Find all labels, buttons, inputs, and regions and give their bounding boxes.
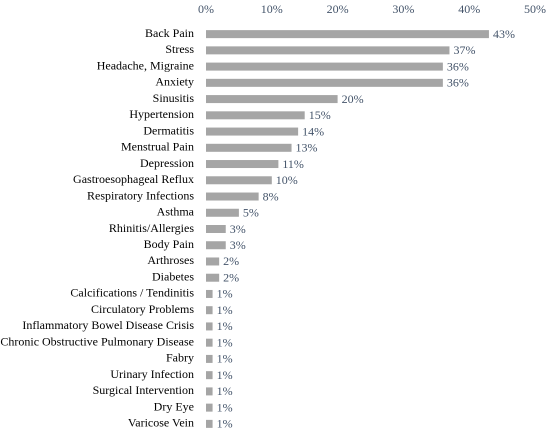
value-label: 15% — [309, 108, 331, 122]
y-tick-label: Surgical Intervention — [93, 383, 194, 397]
value-label: 20% — [342, 92, 364, 106]
value-label: 11% — [282, 157, 304, 171]
bar — [206, 62, 443, 71]
y-tick-label: Back Pain — [145, 26, 194, 40]
bar — [206, 273, 220, 282]
y-tick-label: Inflammatory Bowel Disease Crisis — [22, 318, 194, 332]
y-tick-label: Respiratory Infections — [87, 188, 194, 202]
bar — [206, 176, 272, 185]
x-tick-label: 0% — [198, 2, 214, 16]
bar — [206, 354, 213, 363]
x-tick-label: 30% — [392, 2, 414, 16]
y-tick-label: Asthma — [157, 205, 195, 219]
y-tick-label: Calcifications / Tendinitis — [70, 286, 194, 300]
bar — [206, 338, 213, 347]
value-label: 37% — [453, 43, 475, 57]
bar — [206, 225, 226, 233]
bar — [206, 289, 213, 298]
y-tick-label: Circulatory Problems — [91, 302, 194, 316]
bar — [206, 241, 226, 250]
bar — [206, 78, 443, 87]
value-label: 5% — [243, 206, 259, 220]
bar — [206, 371, 213, 380]
value-label: 14% — [302, 124, 324, 138]
value-label: 1% — [217, 417, 233, 431]
bar — [206, 192, 259, 201]
value-label: 10% — [276, 173, 298, 187]
bar — [206, 403, 213, 412]
y-tick-label: Arthroses — [147, 253, 194, 267]
y-tick-label: Stress — [165, 42, 194, 56]
y-tick-label: Dermatitis — [143, 123, 194, 137]
value-label: 13% — [296, 141, 318, 155]
bar — [206, 30, 489, 39]
value-label: 1% — [217, 335, 233, 349]
x-tick-label: 10% — [261, 2, 283, 16]
y-tick-label: Hypertension — [129, 107, 194, 121]
value-label: 1% — [217, 400, 233, 414]
y-tick-label: Sinusitis — [153, 91, 195, 105]
bar — [206, 46, 450, 55]
x-tick-label: 20% — [327, 2, 349, 16]
bar — [206, 322, 213, 331]
value-label: 1% — [217, 319, 233, 333]
x-tick-label: 40% — [458, 2, 480, 16]
y-tick-label: Diabetes — [152, 269, 194, 283]
bar — [206, 160, 279, 169]
y-tick-label: Anxiety — [155, 75, 194, 89]
y-tick-label: Body Pain — [144, 237, 194, 251]
value-label: 36% — [447, 59, 469, 73]
value-label: 43% — [493, 27, 515, 41]
bar — [206, 208, 239, 217]
y-tick-label: Menstrual Pain — [121, 140, 194, 154]
bar — [206, 387, 213, 396]
value-label: 2% — [223, 254, 239, 268]
bar — [206, 111, 305, 120]
y-tick-label: Varicose Vein — [128, 416, 194, 430]
bar — [206, 257, 220, 266]
value-label: 8% — [263, 189, 279, 203]
y-tick-label: Gastroesophageal Reflux — [73, 172, 194, 186]
y-tick-label: Headache, Migraine — [97, 58, 194, 72]
y-tick-label: Rhinitis/Allergies — [109, 221, 194, 235]
value-label: 1% — [217, 384, 233, 398]
bar — [206, 419, 213, 428]
y-tick-label: Chronic Obstructive Pulmonary Disease — [0, 334, 194, 348]
x-tick-label: 50% — [524, 2, 546, 16]
y-tick-label: Urinary Infection — [110, 367, 194, 381]
y-tick-label: Fabry — [166, 351, 194, 365]
bar — [206, 127, 299, 136]
value-label: 1% — [217, 352, 233, 366]
bar — [206, 95, 338, 104]
value-label: 1% — [217, 303, 233, 317]
y-tick-label: Depression — [140, 156, 194, 170]
y-tick-label: Dry Eye — [154, 399, 194, 413]
value-label: 3% — [230, 222, 246, 236]
bar — [206, 143, 292, 152]
value-label: 36% — [447, 76, 469, 90]
value-label: 2% — [223, 270, 239, 284]
value-label: 1% — [217, 287, 233, 301]
value-label: 1% — [217, 368, 233, 382]
bar — [206, 306, 213, 315]
value-label: 3% — [230, 238, 246, 252]
